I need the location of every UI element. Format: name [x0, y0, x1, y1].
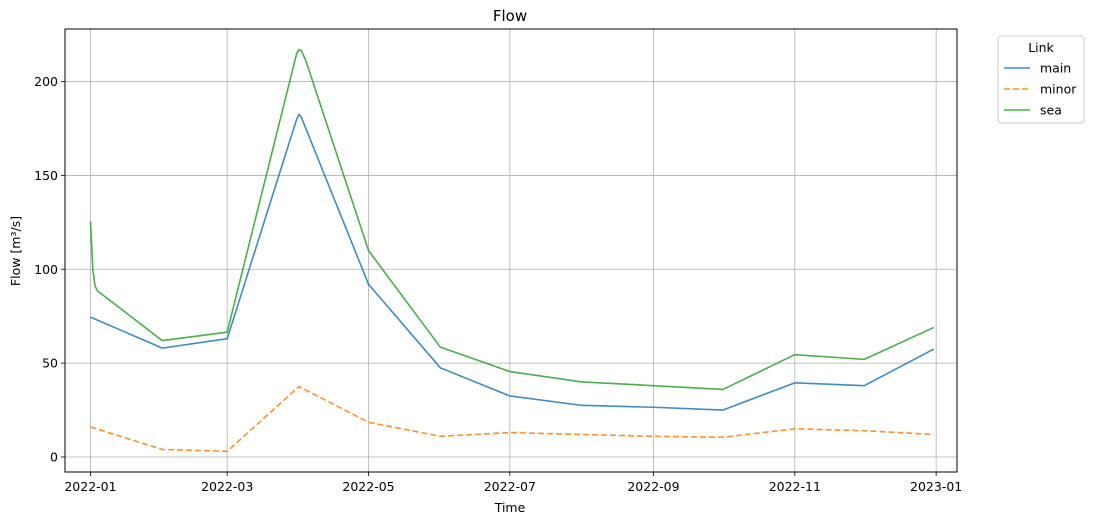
x-tick-label: 2022-11 — [769, 479, 821, 494]
x-tick-label: 2022-05 — [342, 479, 394, 494]
y-tick-label: 200 — [34, 74, 58, 89]
x-tick-label: 2022-01 — [64, 479, 116, 494]
plot-frame — [64, 28, 958, 473]
legend-title: Link — [1028, 40, 1054, 55]
y-tick-label: 0 — [50, 449, 58, 464]
legend-label-minor: minor — [1040, 82, 1077, 97]
x-axis-label: Time — [494, 500, 526, 515]
y-axis-label: Flow [m³/s] — [8, 216, 23, 286]
series-line-main — [90, 113, 935, 411]
x-tick-label: 2022-09 — [627, 479, 679, 494]
legend-label-main: main — [1040, 61, 1071, 76]
x-tick-label: 2022-03 — [201, 479, 253, 494]
x-axis: 2022-01 2022-03 2022-05 2022-07 2022-09 2022-… — [64, 472, 962, 494]
y-axis: 0 50 100 150 200 — [34, 74, 65, 464]
y-tick-label: 50 — [42, 356, 58, 371]
series-layer — [89, 48, 935, 453]
legend: Link main minor sea — [997, 35, 1085, 124]
legend-label-sea: sea — [1040, 103, 1062, 118]
series-line-minor — [90, 385, 934, 453]
x-tick-label: 2023-01 — [910, 479, 962, 494]
chart-title: Flow — [493, 7, 527, 25]
y-tick-label: 100 — [34, 262, 58, 277]
series-line-sea — [89, 48, 935, 391]
legend-box — [997, 35, 1085, 124]
grid — [65, 29, 957, 472]
x-tick-label: 2022-07 — [484, 479, 536, 494]
y-tick-label: 150 — [34, 168, 58, 183]
